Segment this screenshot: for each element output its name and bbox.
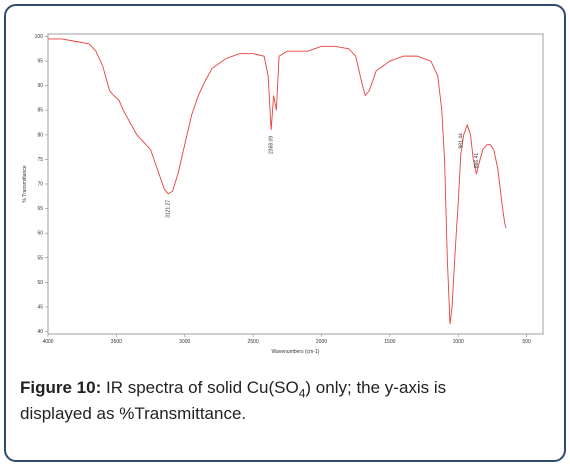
spectrum-line — [48, 38, 507, 325]
y-tick-label: 70 — [37, 182, 43, 188]
y-tick-label: 65 — [37, 206, 43, 212]
peak-label: 3121.27 — [166, 200, 172, 218]
caption-label: Figure 10: — [20, 378, 102, 397]
y-tick-label: 60 — [37, 231, 43, 237]
peak-label: 2368.09 — [269, 136, 275, 154]
x-tick-label: 1500 — [384, 339, 395, 345]
caption-text: displayed as %Transmittance. — [20, 404, 247, 423]
y-tick-label: 50 — [37, 280, 43, 286]
x-tick-label: 2500 — [248, 339, 259, 345]
x-tick-label: 1000 — [453, 339, 464, 345]
caption-line: displayed as %Transmittance. — [20, 404, 246, 424]
y-tick-label: 75 — [37, 157, 43, 163]
x-tick-label: 4000 — [42, 339, 53, 345]
y-tick-label: 85 — [37, 108, 43, 114]
y-axis-label: % Transmittance — [22, 165, 28, 202]
caption-line: Figure 10: IR spectra of solid Cu(SO4) o… — [20, 378, 446, 400]
y-tick-label: 80 — [37, 132, 43, 138]
x-axis-label: Wavenumbers (cm-1) — [272, 349, 320, 355]
y-tick-label: 40 — [37, 329, 43, 335]
y-tick-label: 90 — [37, 83, 43, 89]
y-tick-label: 45 — [37, 304, 43, 310]
y-tick-label: 55 — [37, 255, 43, 261]
caption-sub: 4 — [298, 386, 306, 401]
y-tick-label: 95 — [37, 59, 43, 65]
x-tick-label: 3000 — [179, 339, 190, 345]
peak-label: 866.41 — [474, 153, 480, 169]
caption-text: IR spectra of solid Cu(SO — [105, 378, 299, 397]
caption-text: ) only; the y-axis is — [305, 378, 447, 397]
x-tick-label: 2000 — [316, 339, 327, 345]
figure-card: 40 45 50 55 60 65 70 75 80 85 90 95 100 4000 3500 3000 2… — [4, 4, 566, 462]
x-tick-label: 3500 — [111, 339, 122, 345]
peak-label: 981.44 — [458, 133, 464, 149]
plot-frame — [47, 33, 544, 335]
x-tick-label: 500 — [522, 339, 531, 345]
y-tick-label: 100 — [35, 34, 44, 40]
chart: 40 45 50 55 60 65 70 75 80 85 90 95 100 4000 3500 3000 2… — [22, 33, 544, 355]
